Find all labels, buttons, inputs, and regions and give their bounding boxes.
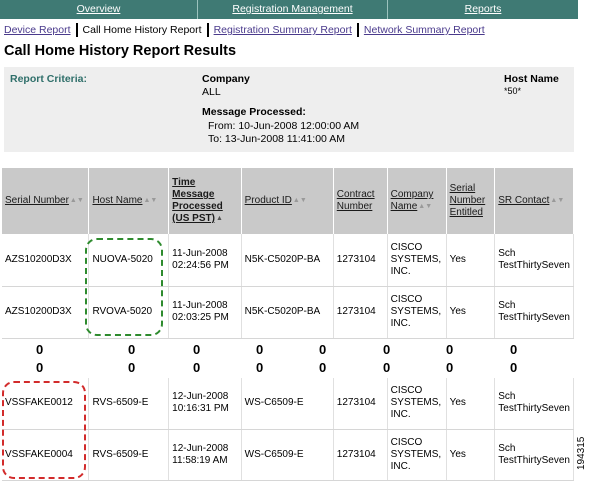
- elided-value: 0: [319, 360, 327, 375]
- cell-host: NUOVA-5020: [88, 234, 170, 287]
- cell-serial: AZS10200D3X: [2, 234, 90, 287]
- results-table: Serial Number▲▼ Host Name▲▼ Time Message…: [2, 168, 574, 339]
- subnav-call-home-history: Call Home History Report: [82, 24, 202, 36]
- elided-value: 0: [193, 342, 201, 357]
- cell-contract: 1273104: [333, 286, 388, 339]
- sort-icon: ▲▼: [143, 196, 158, 204]
- elided-rows: 0 0 0 0 0 0 0 0 0 0 0 0 0 0 0 0: [0, 342, 578, 378]
- page-title: Call Home History Report Results: [4, 43, 237, 59]
- elided-value: 0: [193, 360, 201, 375]
- company-heading: Company: [202, 73, 250, 85]
- nav-reports[interactable]: Reports: [464, 3, 502, 15]
- subnav-separator: [75, 23, 78, 37]
- cell-time: 11-Jun-2008 02:24:56 PM: [168, 234, 242, 287]
- cell-product: WS-C6509-E: [241, 378, 334, 430]
- sort-ascending-icon: ▲: [215, 214, 223, 222]
- nav-overview[interactable]: Overview: [0, 0, 198, 19]
- cell-sr-contact: Sch TestThirtySeven: [494, 429, 574, 481]
- host-name-heading: Host Name: [504, 73, 559, 85]
- cell-sr-contact: Sch TestThirtySeven: [494, 234, 574, 287]
- subnav-separator: [206, 23, 209, 37]
- cell-time: 11-Jun-2008 02:03:25 PM: [168, 286, 242, 339]
- cell-sr-contact: Sch TestThirtySeven: [494, 286, 574, 339]
- cell-company: CISCO SYSTEMS, INC.: [387, 286, 447, 339]
- cell-entitled: Yes: [446, 234, 496, 287]
- elided-value: 0: [128, 342, 136, 357]
- results-table-continued: VSSFAKE0012 RVS-6509-E 12-Jun-2008 10:16…: [2, 378, 574, 481]
- subnav-registration-summary[interactable]: Registration Summary Report: [213, 24, 352, 36]
- cell-company: CISCO SYSTEMS, INC.: [387, 429, 447, 481]
- cell-entitled: Yes: [446, 378, 496, 430]
- cell-sr-contact: Sch TestThirtySeven: [494, 378, 574, 430]
- cell-host: RVS-6509-E: [88, 378, 170, 430]
- elided-value: 0: [319, 342, 327, 357]
- cell-time: 12-Jun-2008 11:58:19 AM: [168, 429, 242, 481]
- message-processed-heading: Message Processed:: [202, 106, 306, 118]
- table-row: AZS10200D3X NUOVA-5020 11-Jun-2008 02:24…: [2, 234, 574, 287]
- col-serial-number[interactable]: Serial Number▲▼: [2, 168, 90, 234]
- sort-icon: ▲▼: [292, 196, 307, 204]
- message-to: To: 13-Jun-2008 11:41:00 AM: [208, 133, 345, 145]
- subnav-separator: [356, 23, 359, 37]
- criteria-label: Report Criteria:: [10, 73, 88, 85]
- sort-icon: ▲▼: [69, 196, 84, 204]
- table-row: AZS10200D3X RVOVA-5020 11-Jun-2008 02:03…: [2, 286, 574, 339]
- elided-value: 0: [128, 360, 136, 375]
- col-host-name[interactable]: Host Name▲▼: [88, 168, 170, 234]
- cell-product: N5K-C5020P-BA: [241, 286, 334, 339]
- cell-entitled: Yes: [446, 286, 496, 339]
- table-row: VSSFAKE0012 RVS-6509-E 12-Jun-2008 10:16…: [2, 378, 574, 430]
- cell-contract: 1273104: [333, 234, 388, 287]
- figure-id: 194315: [576, 436, 587, 470]
- cell-serial: VSSFAKE0012: [2, 378, 90, 430]
- elided-value: 0: [383, 342, 391, 357]
- cell-host: RVS-6509-E: [88, 429, 170, 481]
- elided-value: 0: [36, 360, 44, 375]
- elided-value: 0: [256, 360, 264, 375]
- table-header-row: Serial Number▲▼ Host Name▲▼ Time Message…: [2, 168, 574, 234]
- elided-value: 0: [510, 342, 518, 357]
- sort-icon: ▲▼: [418, 202, 433, 210]
- cell-host: RVOVA-5020: [88, 286, 170, 339]
- table-row: VSSFAKE0004 RVS-6509-E 12-Jun-2008 11:58…: [2, 429, 574, 481]
- cell-contract: 1273104: [333, 378, 388, 430]
- elided-value: 0: [510, 360, 518, 375]
- cell-company: CISCO SYSTEMS, INC.: [387, 234, 447, 287]
- col-product-id[interactable]: Product ID▲▼: [241, 168, 334, 234]
- report-criteria-panel: Report Criteria: Company ALL Message Pro…: [4, 67, 574, 152]
- host-name-value: *50*: [504, 86, 522, 96]
- cell-time: 12-Jun-2008 10:16:31 PM: [168, 378, 242, 430]
- elided-value: 0: [256, 342, 264, 357]
- col-serial-number-entitled[interactable]: Serial Number Entitled: [446, 168, 496, 234]
- elided-value: 0: [446, 360, 454, 375]
- subnav-network-summary[interactable]: Network Summary Report: [363, 24, 485, 36]
- top-nav: Overview Registration Management Reports: [0, 0, 578, 19]
- elided-value: 0: [36, 342, 44, 357]
- cell-product: WS-C6509-E: [241, 429, 334, 481]
- col-sr-contact[interactable]: SR Contact▲▼: [494, 168, 574, 234]
- subnav-device-report[interactable]: Device Report: [4, 24, 71, 36]
- report-subnav: Device Report Call Home History Report R…: [4, 22, 485, 38]
- message-from: From: 10-Jun-2008 12:00:00 AM: [208, 120, 360, 132]
- company-value: ALL: [202, 86, 221, 98]
- sort-icon: ▲▼: [550, 196, 565, 204]
- cell-entitled: Yes: [446, 429, 496, 481]
- cell-serial: AZS10200D3X: [2, 286, 90, 339]
- cell-product: N5K-C5020P-BA: [241, 234, 334, 287]
- col-company-name[interactable]: Company Name▲▼: [387, 168, 447, 234]
- elided-value: 0: [446, 342, 454, 357]
- elided-value: 0: [383, 360, 391, 375]
- nav-registration-management[interactable]: Registration Management: [198, 0, 388, 19]
- cell-contract: 1273104: [333, 429, 388, 481]
- cell-serial: VSSFAKE0004: [2, 429, 90, 481]
- cell-company: CISCO SYSTEMS, INC.: [387, 378, 447, 430]
- col-time-message-processed[interactable]: Time Message Processed (US PST)▲: [168, 168, 242, 234]
- col-contract-number[interactable]: Contract Number: [333, 168, 388, 234]
